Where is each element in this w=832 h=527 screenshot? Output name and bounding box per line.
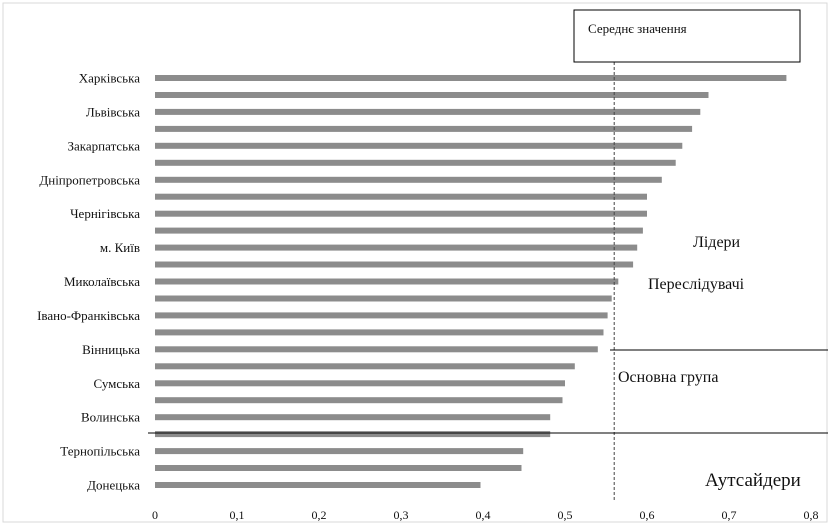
bar: [155, 312, 608, 319]
category-label: Харківська: [79, 71, 140, 86]
x-tick-label: 0: [152, 508, 158, 522]
category-label: Тернопільська: [60, 444, 140, 459]
bar: [155, 244, 638, 251]
x-tick-label: 0,8: [804, 508, 819, 522]
bar: [155, 329, 604, 336]
x-axis-ticks: 0 0,1 0,2 0,3 0,4 0,5 0,6 0,7 0,8: [152, 508, 819, 522]
x-tick-label: 0,7: [722, 508, 737, 522]
bar: [155, 414, 551, 421]
bar: [155, 159, 676, 166]
bar: [155, 295, 612, 302]
category-label: Львівська: [86, 104, 140, 119]
bar: [155, 482, 481, 488]
x-tick-label: 0,6: [640, 508, 655, 522]
category-label: Закарпатська: [68, 138, 141, 153]
bar: [155, 363, 575, 370]
bar: [155, 397, 563, 404]
category-label: Чернігівська: [70, 206, 140, 221]
bar: [155, 108, 701, 115]
bar: [155, 210, 647, 217]
mean-legend-box: [573, 9, 801, 63]
bar: [155, 193, 647, 200]
x-tick-label: 0,1: [230, 508, 245, 522]
bar: [155, 92, 709, 98]
group-label-outsiders: Аутсайдери: [705, 470, 801, 491]
category-label: Миколаївська: [64, 274, 140, 289]
bar: [155, 380, 565, 387]
x-tick-label: 0,5: [558, 508, 573, 522]
bar: [155, 125, 693, 132]
bar: [155, 142, 683, 149]
category-label: Донецька: [87, 478, 140, 493]
mean-legend-label: Середнє значення: [588, 21, 687, 36]
group-label-main: Основна група: [618, 369, 718, 386]
category-label: Дніпропетровська: [39, 172, 140, 187]
category-label: Сумська: [94, 376, 141, 391]
bar: [155, 448, 524, 455]
bar: [155, 261, 634, 268]
bar: [155, 346, 598, 353]
x-tick-label: 0,2: [312, 508, 327, 522]
category-label: Вінницька: [82, 342, 140, 357]
group-label-leaders: Лідери: [693, 234, 741, 251]
group-label-pursuers: Переслідувачі: [648, 276, 745, 293]
bar: [155, 465, 522, 471]
x-tick-label: 0,3: [394, 508, 409, 522]
bar: [155, 431, 551, 438]
bar: [155, 278, 619, 285]
bars-group: [155, 75, 787, 488]
bar: [155, 75, 787, 81]
category-label: Волинська: [81, 410, 140, 425]
bar: [155, 227, 643, 234]
bar: [155, 176, 662, 183]
category-labels: Харківська Львівська Закарпатська Дніпропет…: [37, 71, 140, 493]
x-tick-label: 0,4: [476, 508, 491, 522]
category-label: м. Київ: [100, 240, 140, 255]
category-label: Івано-Франківська: [37, 308, 140, 323]
